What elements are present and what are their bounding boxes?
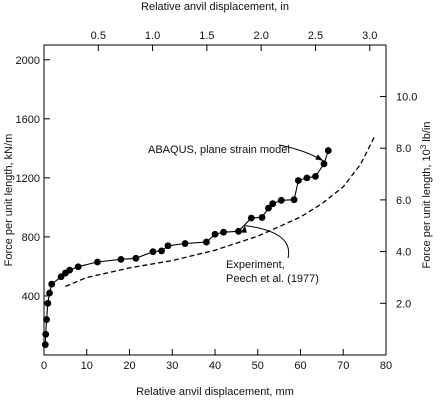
abaqus-point [43,316,50,323]
y-left-tick-label: 1200 [16,173,40,185]
x-top-tick-label: 0.5 [91,30,106,42]
abaqus-point [324,147,332,154]
abaqus-point [42,330,50,338]
x-top-tick-label: 1.0 [145,30,160,42]
abaqus-point [132,254,140,262]
x-bottom-tick-label: 70 [337,360,349,372]
abaqus-point [294,177,302,184]
abaqus-point [149,248,157,256]
abaqus-point [66,266,74,274]
abaqus-point [265,204,272,212]
axis-ticks [43,45,387,355]
abaqus-point [235,227,242,235]
x-bottom-tick-label: 40 [209,360,221,372]
abaqus-point [277,196,285,204]
y-right-tick-label: 6.0 [396,195,411,207]
y-left-tick-label: 400 [22,291,40,303]
x-bottom-tick-label: 50 [252,360,264,372]
abaqus-point [44,299,52,307]
abaqus-point [312,172,319,180]
abaqus-point [74,263,82,271]
x-top-tick-label: 2.5 [308,30,323,42]
annotation-experiment-arrow [244,225,290,259]
x-bottom-tick-label: 0 [41,360,47,372]
abaqus-point [46,289,53,297]
x-top-tick-label: 2.0 [254,30,269,42]
x-axis-title-top: Relative anvil displacement, in [141,1,289,13]
x-bottom-tick-label: 20 [123,360,135,372]
y-left-tick-label: 2000 [16,55,40,67]
abaqus-markers [41,147,332,349]
abaqus-point [211,230,219,238]
axis-tick-labels: 0 10 20 30 40 50 60 70 80 0.5 1.0 1.5 2.0 2.5 3.0 400 80… [16,30,418,372]
annotations: ABAQUS, plane strain model Experiment, Pee… [148,144,324,285]
annotation-abaqus-arrowhead [315,154,324,161]
abaqus-point [164,242,172,250]
annotation-experiment-label: Peech et al. (1977) [226,273,319,285]
y-axis-title-right: Force per unit length, 103 lb/in [419,122,433,269]
abaqus-point [181,240,189,247]
annotation-experiment-label: Experiment, [226,259,285,271]
abaqus-point [203,238,210,246]
abaqus-point [303,174,311,182]
abaqus-point [290,196,298,204]
y-right-tick-label: 2.0 [396,298,411,310]
abaqus-point [41,341,49,349]
y-axis-title-left: Force per unit length, kN/m [3,134,15,267]
abaqus-point [158,247,165,255]
y-left-tick-label: 1600 [16,114,40,126]
x-bottom-tick-label: 80 [380,360,392,372]
plot-area [43,44,387,356]
y-right-tick-label: 4.0 [396,247,411,259]
abaqus-line [44,150,329,345]
abaqus-point [94,258,101,266]
annotation-abaqus-label: ABAQUS, plane strain model [148,144,290,156]
y-left-tick-label: 800 [22,232,40,244]
x-top-tick-label: 3.0 [362,30,377,42]
experiment-dashed-line [65,134,376,288]
abaqus-point [247,214,255,222]
y-right-tick-label: 8.0 [396,143,411,155]
x-bottom-tick-label: 60 [294,360,306,372]
x-bottom-tick-label: 10 [81,360,93,372]
abaqus-point [48,280,56,288]
y-right-tick-label: 10.0 [396,91,417,103]
annotation-experiment-arrowhead [240,225,247,233]
x-top-tick-label: 1.5 [199,30,214,42]
x-bottom-tick-label: 30 [166,360,178,372]
x-axis-title-bottom: Relative anvil displacement, mm [136,386,294,398]
abaqus-point [258,214,266,221]
abaqus-point [117,255,125,263]
abaqus-point [220,228,227,236]
abaqus-point [269,200,277,208]
abaqus-point [320,160,328,168]
